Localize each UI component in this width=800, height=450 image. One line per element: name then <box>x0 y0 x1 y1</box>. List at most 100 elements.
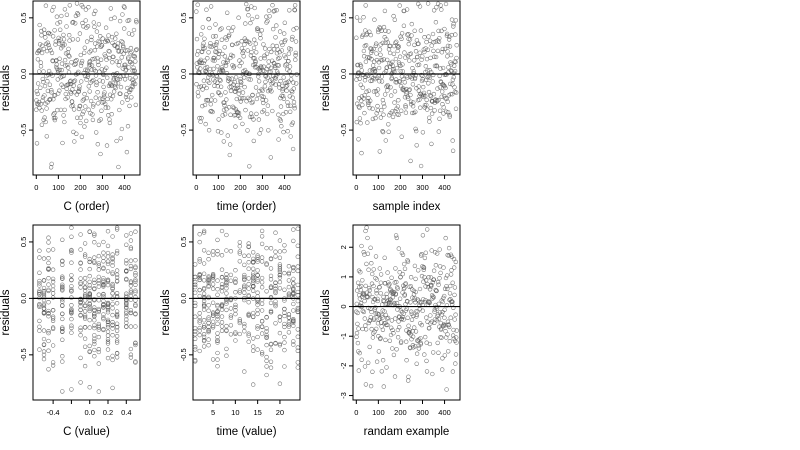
data-point <box>291 281 296 286</box>
plot-frame <box>192 0 301 176</box>
data-point <box>282 340 287 345</box>
data-point <box>406 323 411 328</box>
data-point <box>293 50 298 56</box>
data-point <box>418 28 424 33</box>
data-point <box>124 300 129 306</box>
data-point <box>362 93 367 98</box>
data-point <box>278 95 283 101</box>
data-point <box>436 28 441 34</box>
data-point <box>46 348 51 353</box>
data-point <box>128 263 134 269</box>
data-point <box>193 359 198 364</box>
data-point <box>219 274 225 280</box>
data-point <box>425 75 430 80</box>
data-point <box>452 317 457 322</box>
data-point <box>437 108 443 113</box>
data-point <box>58 107 64 113</box>
data-point <box>50 326 56 331</box>
data-point <box>285 129 290 134</box>
data-point <box>235 40 241 46</box>
y-tick-label: -0.5 <box>179 124 188 137</box>
data-point <box>420 130 426 135</box>
data-point <box>197 315 202 320</box>
data-point <box>248 53 254 58</box>
data-point <box>410 110 415 116</box>
data-point <box>80 98 85 103</box>
data-point <box>370 271 375 277</box>
data-point <box>219 324 225 329</box>
data-point <box>94 29 100 34</box>
data-point <box>282 243 287 248</box>
data-point <box>451 21 456 27</box>
x-tick-label: 200 <box>394 183 407 192</box>
data-point <box>362 43 367 49</box>
data-point <box>193 282 198 287</box>
data-point <box>51 115 57 121</box>
data-point <box>380 327 386 332</box>
data-point <box>101 278 106 283</box>
x-tick-label: 400 <box>438 408 451 417</box>
data-point <box>255 26 260 32</box>
data-point <box>268 285 274 290</box>
data-point <box>286 270 292 276</box>
data-point <box>128 238 134 243</box>
data-point <box>197 332 202 338</box>
data-point <box>433 263 439 268</box>
data-point <box>197 259 202 264</box>
data-point <box>43 35 48 40</box>
data-point <box>233 89 238 94</box>
data-point <box>291 308 296 313</box>
data-point <box>58 27 63 32</box>
data-point <box>270 3 275 8</box>
data-point <box>201 344 207 349</box>
data-point <box>367 68 373 73</box>
data-point <box>41 352 47 357</box>
data-point <box>417 50 422 55</box>
data-point <box>59 61 65 66</box>
data-point <box>104 37 109 42</box>
data-point <box>436 350 441 355</box>
data-point <box>252 65 258 70</box>
data-point <box>228 315 234 320</box>
data-point <box>288 77 294 82</box>
data-point <box>122 5 127 10</box>
data-point <box>289 72 294 78</box>
data-point <box>393 109 398 114</box>
data-point <box>372 17 377 22</box>
data-point <box>96 361 101 366</box>
data-point <box>246 331 251 336</box>
data-point <box>68 91 74 96</box>
data-point <box>86 5 91 10</box>
data-point <box>286 51 292 56</box>
data-point <box>381 112 386 117</box>
data-point <box>268 365 274 370</box>
data-point <box>87 259 92 264</box>
x-tick-label: 0.0 <box>84 408 94 417</box>
data-point <box>42 31 47 36</box>
data-point <box>37 270 42 275</box>
data-point <box>407 37 413 42</box>
data-point <box>375 103 380 109</box>
data-point <box>436 301 441 307</box>
data-point <box>78 325 83 330</box>
data-point <box>80 4 86 10</box>
data-point <box>132 81 138 87</box>
data-point <box>219 284 225 290</box>
data-point <box>132 68 137 73</box>
data-point <box>268 359 274 364</box>
data-point <box>393 316 398 321</box>
data-point <box>215 304 220 309</box>
data-point <box>428 94 434 99</box>
data-point <box>70 20 75 25</box>
data-point <box>128 290 134 295</box>
data-point <box>230 42 235 48</box>
data-point <box>69 288 74 294</box>
data-point <box>101 305 106 310</box>
x-tick-label: 0 <box>354 183 358 192</box>
data-point <box>237 259 242 264</box>
data-point <box>375 296 380 302</box>
data-point <box>118 84 124 90</box>
data-point <box>56 91 61 96</box>
data-point <box>378 291 383 296</box>
data-point <box>267 14 272 19</box>
